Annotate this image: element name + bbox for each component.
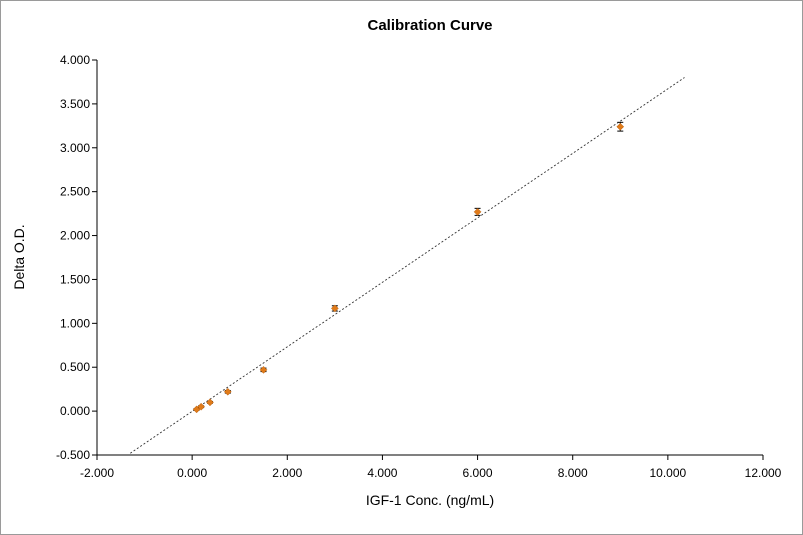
data-point	[473, 207, 482, 216]
x-axis-label: IGF-1 Conc. (ng/mL)	[366, 492, 494, 508]
x-tick-label: 4.000	[367, 466, 397, 480]
fit-line	[130, 77, 685, 454]
y-tick-label: 2.000	[60, 229, 90, 243]
data-point	[616, 121, 625, 132]
y-tick-label: 0.000	[60, 404, 90, 418]
y-tick-label: 0.500	[60, 360, 90, 374]
point-marker	[206, 398, 214, 407]
data-point	[331, 304, 339, 313]
y-tick-label: 1.500	[60, 272, 90, 286]
x-tick-label: 12.000	[745, 466, 782, 480]
y-tick-label: 4.000	[60, 53, 90, 67]
x-tick-label: -2.000	[80, 466, 114, 480]
y-tick-label: -0.500	[56, 448, 90, 462]
y-tick-label: 3.000	[60, 141, 90, 155]
y-axis-label: Delta O.D.	[11, 224, 27, 289]
point-marker	[473, 208, 482, 216]
x-tick-label: 0.000	[177, 466, 207, 480]
x-tick-label: 6.000	[463, 466, 493, 480]
fit-line-group	[130, 77, 685, 454]
point-marker	[616, 122, 625, 131]
x-tick-label: 10.000	[650, 466, 687, 480]
data-point	[223, 387, 232, 396]
y-tick-label: 3.500	[60, 97, 90, 111]
x-tick-label: 8.000	[558, 466, 588, 480]
data-point	[206, 398, 214, 407]
point-marker	[197, 402, 205, 411]
x-axis: -2.000 0.000 2.000 4.000 6.000 8.000 10.000 12.…	[80, 454, 782, 480]
data-points	[192, 121, 625, 414]
y-tick-label: 1.000	[60, 316, 90, 330]
x-tick-label: 2.000	[272, 466, 302, 480]
point-marker	[331, 304, 339, 313]
point-marker	[223, 387, 232, 396]
data-point	[197, 402, 205, 411]
data-point	[259, 366, 268, 374]
chart-title: Calibration Curve	[367, 17, 492, 34]
y-axis: -0.500 0.000 0.500 1.000 1.500 2.000 2.500 3.00…	[56, 53, 98, 462]
y-tick-label: 2.500	[60, 185, 90, 199]
point-marker	[259, 366, 268, 374]
